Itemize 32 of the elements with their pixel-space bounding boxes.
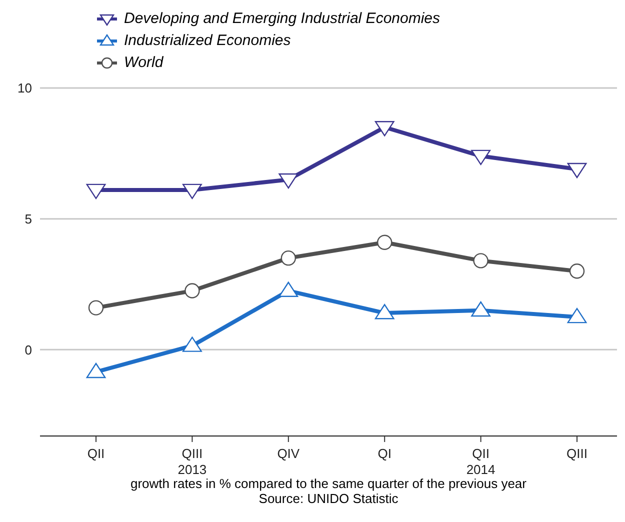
x-tick-label: QI — [378, 446, 392, 461]
point — [567, 162, 587, 178]
point — [374, 304, 394, 320]
point — [471, 150, 490, 166]
point — [567, 308, 587, 324]
x-axis-title: growth rates in % compared to the same quarter of the previous year — [130, 476, 528, 491]
point — [377, 234, 392, 250]
y-tick-label: 10 — [18, 80, 32, 96]
point — [86, 184, 106, 200]
point — [88, 300, 104, 316]
y-tick-label: 0 — [24, 342, 32, 358]
legend-label: Industrialized Economies — [124, 31, 291, 51]
point — [473, 253, 488, 268]
point — [182, 336, 202, 352]
point — [184, 283, 200, 298]
point — [569, 264, 585, 279]
x-tick-label: QIII 2013 — [178, 446, 207, 477]
x-tick-label: QII 2014 — [466, 446, 496, 477]
legend-label: Developing and Emerging Industrial Economies — [124, 9, 440, 29]
point — [86, 362, 106, 378]
source-note: Source: UNIDO Statistic — [258, 491, 400, 506]
point — [182, 184, 202, 200]
x-tick-label: QII — [87, 446, 105, 461]
point — [471, 301, 490, 317]
point — [278, 173, 298, 189]
point — [280, 250, 296, 266]
point — [278, 282, 298, 297]
point — [374, 121, 394, 136]
y-tick-label: 5 — [24, 211, 32, 226]
x-tick-label: QIII — [566, 446, 588, 461]
x-tick-label: QIV — [277, 446, 300, 461]
legend-label: World — [124, 53, 164, 73]
